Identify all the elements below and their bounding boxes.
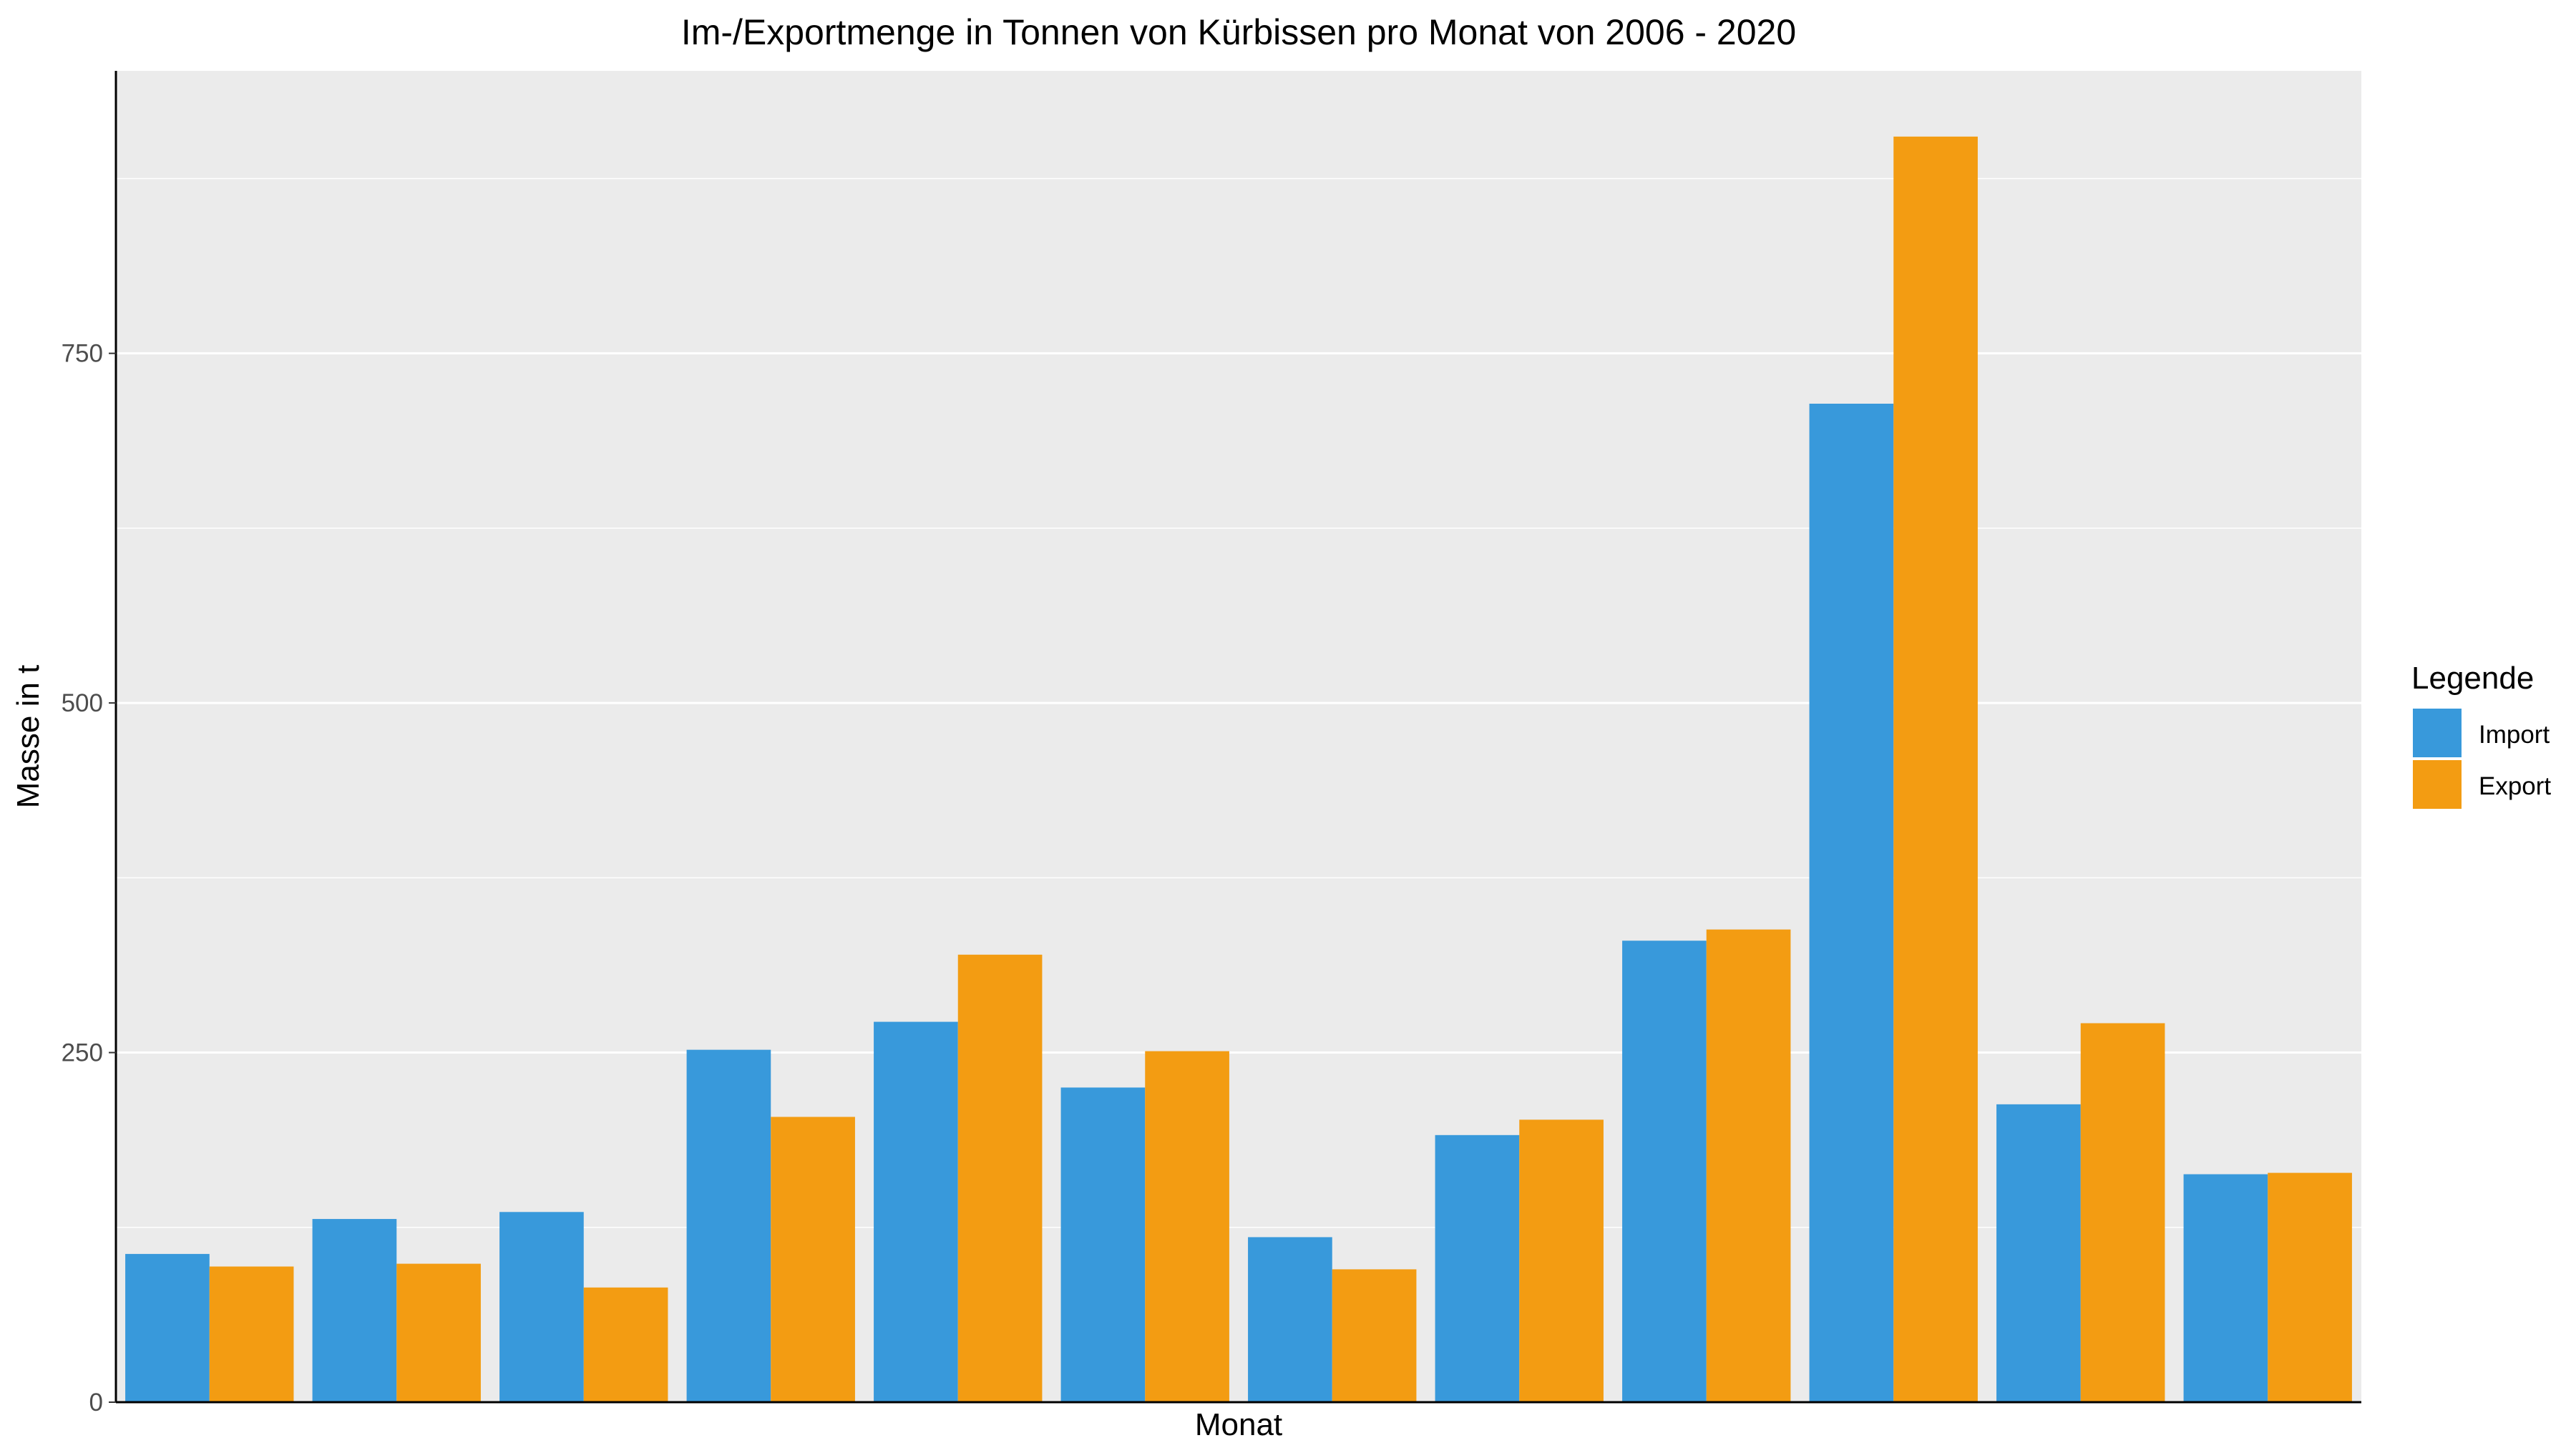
legend-title: Legende	[2411, 661, 2534, 696]
bar-export-3	[583, 1287, 668, 1402]
y-tick-label: 750	[62, 340, 103, 368]
bar-export-10	[1893, 136, 1978, 1402]
bar-import-2	[312, 1219, 397, 1402]
bar-import-1	[125, 1253, 210, 1402]
bar-export-5	[957, 954, 1043, 1402]
bar-export-7	[1332, 1269, 1417, 1402]
y-axis-label: Masse in t	[11, 665, 46, 809]
legend: Legende Import Export	[2411, 661, 2551, 809]
y-tick-label: 0	[89, 1389, 103, 1416]
bar-export-11	[2080, 1023, 2165, 1402]
minor-gridlines	[116, 178, 2361, 1228]
legend-swatch-import	[2413, 709, 2462, 757]
bar-import-12	[2183, 1174, 2268, 1402]
bar-import-4	[686, 1049, 771, 1402]
y-tick-label: 500	[62, 689, 103, 717]
legend-label-import: Import	[2479, 721, 2550, 749]
bar-export-8	[1519, 1119, 1604, 1402]
plot-background	[116, 71, 2361, 1402]
bar-export-6	[1145, 1051, 1229, 1402]
legend-label-export: Export	[2479, 772, 2551, 800]
bar-import-3	[499, 1212, 584, 1402]
bar-import-11	[1996, 1104, 2081, 1402]
bar-export-2	[396, 1263, 481, 1402]
bar-import-6	[1060, 1087, 1146, 1402]
bar-import-7	[1248, 1237, 1332, 1402]
x-axis-label: Monat	[1195, 1407, 1282, 1442]
bar-export-1	[209, 1266, 294, 1402]
bar-export-4	[771, 1117, 855, 1402]
bar-import-9	[1622, 941, 1707, 1402]
bar-export-9	[1706, 929, 1791, 1402]
bar-import-8	[1435, 1134, 1520, 1402]
bar-import-10	[1809, 404, 1894, 1402]
chart-title: Im-/Exportmenge in Tonnen von Kürbissen …	[681, 12, 1796, 52]
bar-export-12	[2268, 1172, 2352, 1402]
bar-import-5	[874, 1021, 958, 1402]
legend-swatch-export	[2413, 760, 2462, 809]
bar-series	[125, 136, 2352, 1402]
y-axis-ticks: 0 250 500 750	[62, 340, 116, 1416]
y-tick-label: 250	[62, 1039, 103, 1067]
